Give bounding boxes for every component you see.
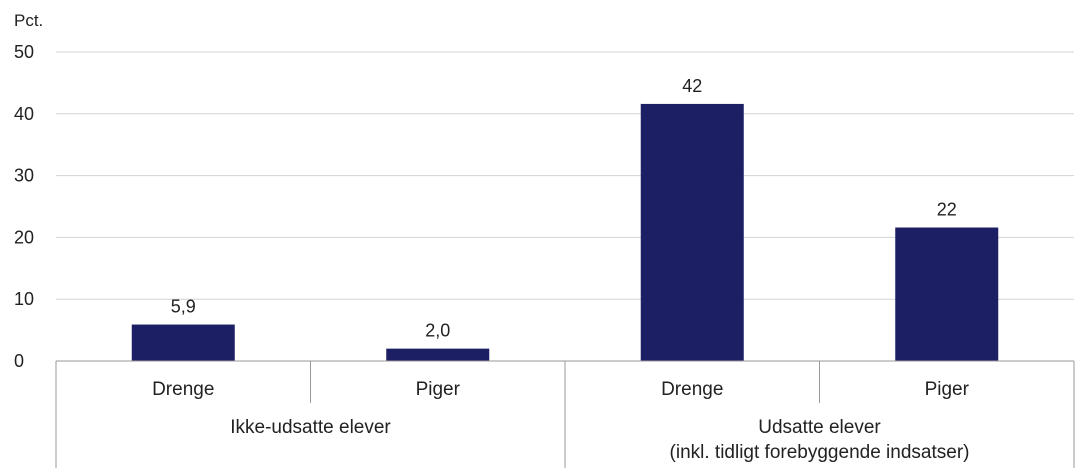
bar-value-label: 5,9 [171,297,196,317]
bar-value-label: 2,0 [425,321,450,341]
y-axis-unit-label: Pct. [14,11,43,30]
bar [386,348,490,361]
y-tick-label: 0 [14,351,24,371]
group-label: Ikke-udsatte elever [230,417,391,438]
bar [640,103,744,362]
x-category-label: Drenge [152,379,214,400]
y-tick-label: 30 [14,166,34,186]
bars: 5,9 2,0 42 22 [131,76,999,362]
category-axis: Drenge Piger Drenge Piger Ikke-udsatte eleve… [55,360,1075,468]
y-tick-label: 20 [14,227,34,247]
group-label: Udsatte elever [758,417,881,438]
y-tick-label: 40 [14,104,34,124]
x-category-label: Piger [416,379,461,400]
x-category-label: Piger [925,379,970,400]
group-label-line2: (inkl. tidligt forebyggende indsatser) [670,442,970,463]
bar [895,227,999,361]
bar-value-label: 22 [937,200,957,220]
y-tick-label: 10 [14,289,34,309]
bar [131,324,235,361]
y-tick-label: 50 [14,42,34,62]
x-category-label: Drenge [661,379,723,400]
bar-value-label: 42 [682,76,702,96]
